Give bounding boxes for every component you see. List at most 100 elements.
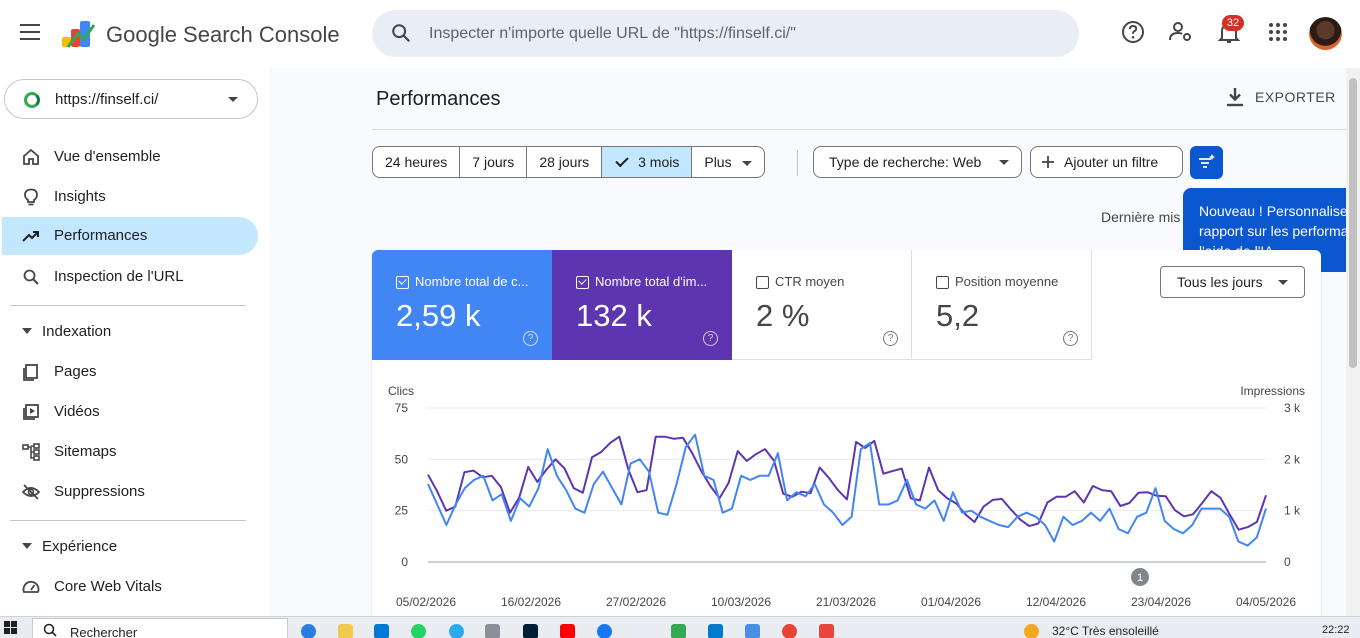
store-app-icon[interactable] bbox=[374, 624, 389, 638]
ai-customize-button[interactable] bbox=[1190, 146, 1223, 179]
sidebar-item-videos[interactable]: Vidéos bbox=[2, 393, 258, 431]
eye-off-icon bbox=[22, 484, 40, 500]
chevron-down-icon bbox=[22, 543, 32, 549]
chrome-app-icon[interactable] bbox=[782, 624, 797, 638]
search-console-logo bbox=[62, 21, 96, 48]
right-axis-label: Impressions bbox=[1240, 384, 1305, 398]
checkbox[interactable] bbox=[756, 276, 769, 289]
header-divider bbox=[372, 129, 1360, 130]
windows-taskbar: Rechercher 32°C Très ensoleillé 22:22 bbox=[0, 616, 1360, 638]
meet-app-icon[interactable] bbox=[671, 624, 686, 638]
facebook-app-icon[interactable] bbox=[597, 624, 612, 638]
search-input[interactable]: Inspecter n'importe quelle URL de "https… bbox=[429, 25, 796, 42]
x-tick-label: 10/03/2026 bbox=[711, 595, 771, 609]
x-tick-label: 05/02/2026 bbox=[396, 595, 456, 609]
scrollbar-thumb[interactable] bbox=[1349, 78, 1357, 368]
sidebar-divider bbox=[10, 520, 246, 521]
checkbox[interactable] bbox=[576, 276, 589, 289]
windows-start-icon[interactable] bbox=[4, 621, 18, 635]
granularity-select[interactable]: Tous les jours bbox=[1160, 266, 1305, 298]
sidebar-item-overview[interactable]: Vue d'ensemble bbox=[2, 138, 258, 176]
manage-users-icon[interactable] bbox=[1168, 19, 1194, 45]
vscode-app-icon[interactable] bbox=[708, 624, 723, 638]
sidebar-item-pages[interactable]: Pages bbox=[2, 353, 258, 391]
account-avatar[interactable] bbox=[1309, 17, 1342, 50]
top-bar: Google Search Console Inspecter n'import… bbox=[0, 0, 1360, 68]
y-tick-label-left: 0 bbox=[401, 555, 408, 569]
telegram-app-icon[interactable] bbox=[449, 624, 464, 638]
trending-up-icon bbox=[22, 231, 39, 242]
metric-position-tile[interactable]: Position moyenne 5,2 ? bbox=[912, 250, 1092, 360]
sidebar-item-insights[interactable]: Insights bbox=[2, 178, 258, 216]
x-tick-label: 23/04/2026 bbox=[1131, 595, 1191, 609]
clicks-series-line bbox=[427, 433, 1267, 547]
x-tick-label: 04/05/2026 bbox=[1236, 595, 1296, 609]
range-more-button[interactable]: Plus bbox=[692, 147, 763, 177]
last-update-label: Dernière mis bbox=[1101, 209, 1181, 225]
chevron-down-icon bbox=[999, 160, 1009, 165]
sidebar-item-removals[interactable]: Suppressions bbox=[2, 473, 258, 511]
help-icon[interactable]: ? bbox=[1063, 331, 1078, 346]
x-tick-label: 16/02/2026 bbox=[501, 595, 561, 609]
y-tick-label-right: 2 k bbox=[1284, 452, 1301, 466]
sidebar-item-performances[interactable]: Performances bbox=[2, 217, 258, 255]
checkbox[interactable] bbox=[936, 276, 949, 289]
metric-ctr-tile[interactable]: CTR moyen 2 % ? bbox=[732, 250, 912, 360]
whatsapp-app-icon[interactable] bbox=[411, 624, 426, 638]
sidebar-item-sitemaps[interactable]: Sitemaps bbox=[2, 433, 258, 471]
range-3m-button[interactable]: 3 mois bbox=[602, 147, 693, 177]
date-range-selector: 24 heures 7 jours 28 jours 3 mois Plus bbox=[372, 146, 765, 178]
help-icon[interactable]: ? bbox=[523, 331, 538, 346]
youtube-app-icon[interactable] bbox=[560, 624, 575, 638]
chevron-down-icon bbox=[741, 160, 752, 166]
help-icon[interactable]: ? bbox=[703, 331, 718, 346]
photoshop-app-icon[interactable] bbox=[523, 624, 538, 638]
url-inspect-search[interactable]: Inspecter n'importe quelle URL de "https… bbox=[372, 10, 1079, 57]
help-icon[interactable] bbox=[1120, 19, 1146, 45]
scrollbar[interactable] bbox=[1346, 68, 1360, 616]
edge-app-icon[interactable] bbox=[301, 624, 316, 638]
clock[interactable]: 22:22 bbox=[1322, 624, 1350, 636]
sidebar: https://finself.ci/ Vue d'ensemble Insig… bbox=[0, 68, 270, 616]
download-icon bbox=[1227, 88, 1243, 107]
metric-impressions-tile[interactable]: Nombre total d'im... 132 k ? bbox=[552, 250, 732, 360]
performance-card: Nombre total de c... 2,59 k ? Nombre tot… bbox=[372, 250, 1321, 616]
y-tick-label-left: 75 bbox=[395, 401, 409, 415]
range-7d-button[interactable]: 7 jours bbox=[460, 147, 528, 177]
range-28d-button[interactable]: 28 jours bbox=[527, 147, 603, 177]
chevron-down-icon bbox=[228, 97, 238, 102]
add-filter-button[interactable]: Ajouter un filtre bbox=[1030, 146, 1183, 178]
apps-grid-icon[interactable] bbox=[1265, 19, 1291, 45]
photos-app-icon[interactable] bbox=[745, 624, 760, 638]
help-icon[interactable]: ? bbox=[883, 331, 898, 346]
tools-app-icon[interactable] bbox=[485, 624, 500, 638]
search-type-filter[interactable]: Type de recherche: Web bbox=[813, 146, 1022, 178]
check-icon bbox=[615, 153, 629, 168]
lightbulb-icon bbox=[24, 188, 38, 206]
chevron-down-icon bbox=[22, 328, 32, 334]
checkbox[interactable] bbox=[396, 276, 409, 289]
annotation-label: 1 bbox=[1137, 572, 1143, 584]
sidebar-item-url-inspection[interactable]: Inspection de l'URL bbox=[2, 258, 258, 296]
sidebar-item-core-web-vitals[interactable]: Core Web Vitals bbox=[2, 568, 258, 606]
search-icon bbox=[23, 269, 39, 285]
menu-icon[interactable] bbox=[20, 24, 40, 40]
y-tick-label-right: 0 bbox=[1284, 555, 1291, 569]
file-explorer-icon[interactable] bbox=[338, 624, 353, 638]
sitemap-icon bbox=[22, 443, 40, 461]
speed-icon bbox=[22, 580, 40, 593]
property-selector[interactable]: https://finself.ci/ bbox=[4, 79, 258, 119]
range-24h-button[interactable]: 24 heures bbox=[373, 147, 461, 177]
sparkle-filter-icon bbox=[1199, 154, 1215, 168]
performance-chart[interactable]: Clics Impressions 75 3 k 50 2 k 25 1 k 0 0 05/02/2… bbox=[372, 370, 1321, 616]
x-tick-label: 12/04/2026 bbox=[1026, 595, 1086, 609]
weather-label[interactable]: 32°C Très ensoleillé bbox=[1052, 624, 1159, 638]
impressions-series-line bbox=[427, 435, 1267, 531]
weather-icon bbox=[1024, 624, 1039, 638]
metric-clicks-tile[interactable]: Nombre total de c... 2,59 k ? bbox=[372, 250, 552, 360]
app-icon[interactable] bbox=[819, 624, 834, 638]
property-favicon-icon bbox=[24, 92, 40, 108]
property-label: https://finself.ci/ bbox=[55, 91, 159, 108]
taskbar-search[interactable] bbox=[32, 618, 288, 638]
annotation-marker bbox=[1131, 568, 1149, 586]
